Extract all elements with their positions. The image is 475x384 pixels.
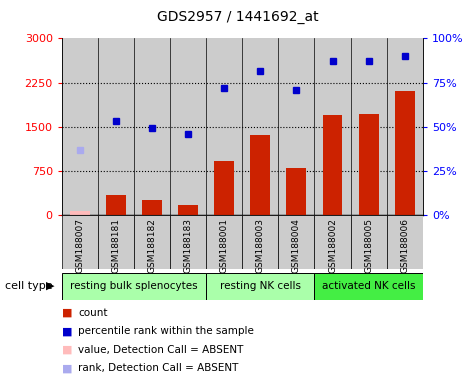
Text: GSM188181: GSM188181 (112, 218, 120, 273)
Text: GSM188005: GSM188005 (364, 218, 373, 273)
Text: GSM188003: GSM188003 (256, 218, 265, 273)
Text: cell type: cell type (5, 281, 52, 291)
Bar (278, 215, 314, 269)
Text: GSM188183: GSM188183 (184, 218, 192, 273)
Bar (206, 38, 242, 215)
Text: ■: ■ (62, 363, 72, 373)
Text: percentile rank within the sample: percentile rank within the sample (78, 326, 254, 336)
Text: GSM188001: GSM188001 (220, 218, 228, 273)
Bar (242, 38, 278, 215)
Bar (286, 168, 306, 215)
Text: GSM188006: GSM188006 (400, 218, 409, 273)
Text: activated NK cells: activated NK cells (322, 281, 415, 291)
Text: ■: ■ (62, 326, 72, 336)
Bar (142, 200, 162, 215)
Bar (214, 161, 234, 215)
Bar (178, 205, 198, 215)
Bar (314, 38, 351, 215)
Bar (62, 215, 98, 269)
Bar (134, 215, 170, 269)
Bar (62, 273, 206, 300)
Text: ■: ■ (62, 345, 72, 355)
Bar (170, 215, 206, 269)
Text: resting bulk splenocytes: resting bulk splenocytes (70, 281, 198, 291)
Bar (106, 195, 126, 215)
Bar (387, 215, 423, 269)
Text: GSM188182: GSM188182 (148, 218, 156, 273)
Bar (278, 38, 314, 215)
Bar (70, 211, 90, 215)
Bar (387, 38, 423, 215)
Bar (314, 215, 351, 269)
Bar (250, 135, 270, 215)
Text: ▶: ▶ (46, 281, 54, 291)
Bar (351, 38, 387, 215)
Bar (323, 115, 342, 215)
Text: value, Detection Call = ABSENT: value, Detection Call = ABSENT (78, 345, 244, 355)
Text: GSM188002: GSM188002 (328, 218, 337, 273)
Text: count: count (78, 308, 108, 318)
Bar (134, 38, 170, 215)
Bar (395, 91, 415, 215)
Text: ■: ■ (62, 308, 72, 318)
Text: resting NK cells: resting NK cells (220, 281, 301, 291)
Bar (359, 114, 379, 215)
Bar (351, 215, 387, 269)
Bar (62, 38, 98, 215)
Text: GSM188004: GSM188004 (292, 218, 301, 273)
Bar (206, 215, 242, 269)
Bar (170, 38, 206, 215)
Bar (314, 273, 423, 300)
Bar (242, 215, 278, 269)
Bar (98, 38, 134, 215)
Bar (98, 215, 134, 269)
Bar (206, 273, 314, 300)
Text: GDS2957 / 1441692_at: GDS2957 / 1441692_at (157, 10, 318, 23)
Text: rank, Detection Call = ABSENT: rank, Detection Call = ABSENT (78, 363, 239, 373)
Text: GSM188007: GSM188007 (76, 218, 84, 273)
